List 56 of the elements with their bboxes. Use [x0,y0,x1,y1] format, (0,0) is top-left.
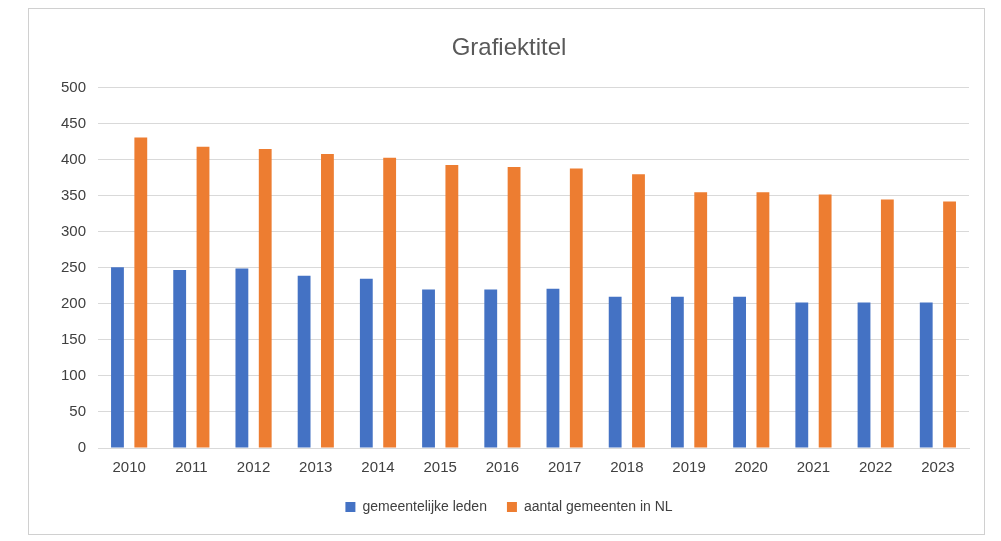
legend-label: aantal gemeenten in NL [523,497,673,514]
y-tick-label: 450 [61,113,87,131]
bar [880,199,894,448]
x-tick-label: 2013 [299,458,333,476]
x-tick-label: 2019 [672,458,706,476]
x-tick-label: 2021 [796,458,831,476]
x-tick-label: 2023 [921,458,955,476]
bar [632,174,645,448]
bar [383,157,397,448]
bar [297,275,311,448]
bar [670,296,684,448]
bar [569,168,583,448]
bar [196,146,210,448]
bar [818,194,832,448]
bar [235,268,249,448]
bar [756,192,770,448]
bar [507,167,521,448]
x-tick-label: 2010 [112,458,146,476]
bar [258,149,272,448]
y-tick-label: 250 [61,258,87,276]
bar [422,289,435,448]
bar [134,137,148,448]
x-tick-label: 2020 [734,458,768,476]
x-tick-label: 2015 [423,458,457,476]
y-tick-label: 400 [61,149,87,167]
y-tick-label: 0 [77,438,87,456]
bar [445,164,459,448]
bar [694,192,708,448]
x-tick-label: 2011 [175,458,208,476]
x-tick-label: 2016 [485,458,520,476]
legend-label: gemeentelijke leden [362,497,487,514]
x-tick-label: 2018 [610,458,644,476]
x-tick-label: 2012 [236,458,271,476]
bar [943,201,956,448]
bar [484,289,498,448]
y-tick-label: 350 [61,186,87,203]
y-tick-label: 150 [61,330,87,348]
chart-title: Grafiektitel [451,33,567,61]
bar [321,154,334,448]
y-tick-label: 500 [61,77,87,95]
bar [359,278,373,448]
bar [111,267,124,448]
bar [173,270,187,448]
y-tick-label: 200 [61,294,87,312]
y-tick-label: 50 [69,402,87,420]
x-tick-label: 2014 [361,458,395,476]
y-tick-label: 300 [61,222,87,240]
bar [857,302,871,448]
bar [608,296,622,448]
x-tick-label: 2017 [547,458,582,476]
y-tick-label: 100 [61,366,87,384]
bar [919,302,933,448]
bar [546,288,560,448]
x-tick-label: 2022 [858,458,893,476]
bar [733,296,747,448]
bar [795,302,809,448]
